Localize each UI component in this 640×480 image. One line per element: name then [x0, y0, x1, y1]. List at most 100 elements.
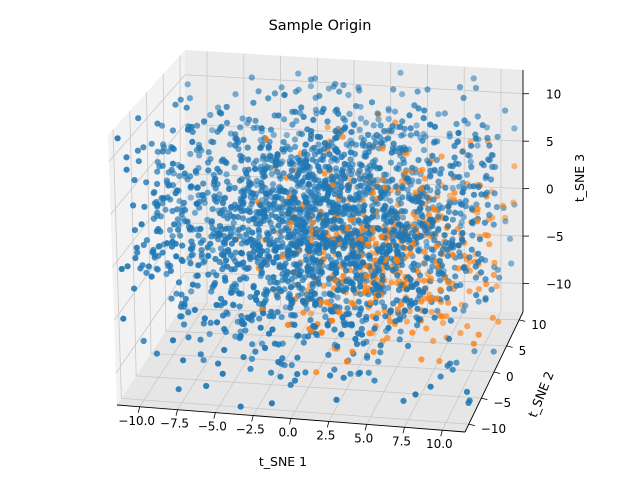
data-point	[374, 110, 381, 117]
data-point	[371, 377, 378, 384]
data-point	[265, 330, 273, 337]
data-point	[346, 238, 353, 246]
data-point	[474, 218, 481, 225]
data-point	[428, 308, 435, 315]
data-point	[290, 269, 297, 276]
data-point	[240, 354, 247, 361]
y-tick	[468, 423, 475, 427]
data-point	[232, 249, 239, 256]
data-point	[431, 314, 438, 321]
data-point	[200, 259, 207, 266]
data-point	[373, 131, 380, 139]
data-point	[345, 91, 352, 99]
data-point	[238, 249, 245, 256]
data-point	[221, 206, 228, 213]
data-point	[301, 151, 308, 158]
data-point	[175, 221, 182, 228]
data-point	[407, 250, 414, 257]
data-point	[270, 201, 277, 208]
x-tick-label: 7.5	[392, 434, 411, 448]
data-point	[462, 302, 469, 309]
data-point	[281, 92, 288, 99]
data-point	[310, 144, 318, 151]
data-point	[154, 159, 161, 166]
data-point	[484, 134, 491, 142]
data-point	[245, 156, 252, 163]
data-point	[416, 193, 423, 200]
data-point	[441, 110, 448, 117]
data-point	[211, 193, 218, 200]
data-point	[462, 197, 469, 204]
data-point	[446, 192, 453, 199]
data-point	[255, 226, 262, 233]
data-point	[292, 228, 299, 235]
data-point	[445, 335, 453, 342]
data-point	[253, 157, 260, 164]
data-point	[338, 331, 345, 338]
data-point	[258, 125, 265, 132]
data-point	[236, 233, 244, 240]
data-point	[459, 230, 466, 237]
data-point	[348, 195, 355, 203]
data-point	[296, 271, 303, 279]
data-point	[154, 168, 161, 175]
data-point	[357, 305, 364, 312]
data-point	[446, 360, 454, 367]
data-point	[402, 296, 409, 303]
y-tick	[519, 319, 526, 322]
data-point	[345, 310, 352, 317]
data-point	[467, 158, 474, 165]
data-point	[356, 167, 363, 174]
data-point	[249, 242, 256, 249]
data-point	[488, 152, 495, 159]
data-point	[385, 135, 392, 142]
data-point	[165, 182, 172, 189]
data-point	[215, 230, 222, 237]
data-point	[187, 150, 194, 158]
data-point	[361, 202, 368, 209]
data-point	[231, 184, 238, 192]
data-point	[250, 284, 257, 291]
data-point	[399, 91, 406, 98]
data-point	[381, 206, 388, 213]
data-point	[379, 272, 386, 279]
data-point	[216, 223, 224, 230]
data-point	[237, 276, 244, 283]
grid-line-z	[108, 74, 524, 162]
data-point	[486, 211, 493, 218]
data-point	[369, 190, 377, 197]
data-point	[392, 183, 399, 191]
data-point	[239, 115, 246, 122]
data-point	[168, 295, 175, 302]
data-point	[118, 265, 125, 273]
data-point	[277, 373, 284, 380]
data-point	[218, 110, 225, 117]
data-point	[344, 305, 351, 312]
data-point	[390, 140, 397, 147]
data-point	[427, 268, 434, 275]
data-point	[114, 135, 121, 142]
data-point	[307, 83, 314, 90]
data-point	[148, 273, 155, 280]
data-point	[377, 258, 384, 265]
data-point	[163, 270, 170, 278]
data-point	[212, 175, 219, 183]
data-point	[375, 292, 382, 299]
data-point	[347, 149, 354, 156]
data-point	[334, 287, 341, 294]
data-point	[321, 170, 328, 177]
data-point	[215, 360, 222, 367]
data-point	[153, 350, 160, 357]
data-point	[321, 145, 328, 152]
y-tick-label: 0	[506, 370, 514, 384]
data-point	[213, 301, 220, 309]
data-point	[290, 312, 297, 319]
data-point	[213, 319, 221, 326]
data-point	[154, 148, 161, 155]
data-point	[381, 189, 388, 196]
data-point	[208, 218, 216, 225]
data-point	[445, 279, 452, 286]
data-point	[429, 231, 436, 238]
data-point	[135, 115, 142, 122]
x-tick	[440, 430, 443, 437]
